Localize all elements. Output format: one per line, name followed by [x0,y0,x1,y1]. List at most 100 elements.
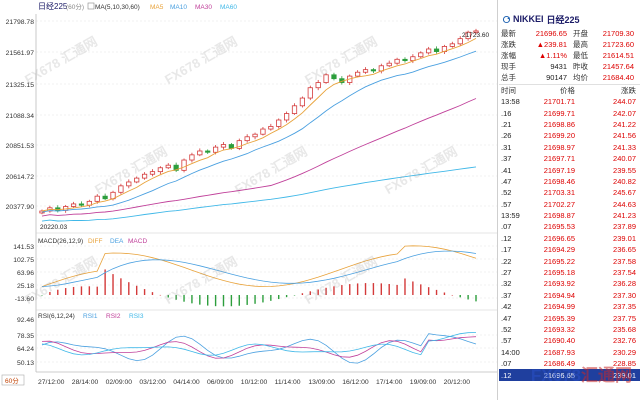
trade-row[interactable]: .47 21695.39 237.75 [499,312,640,323]
trade-time: .12 [501,233,512,243]
quote-row: 涨幅 ▲1.11% 最低 21614.51 [499,50,640,61]
candle [426,48,432,54]
candle [94,195,100,202]
macd-bar [128,282,130,295]
trade-row[interactable]: .12 21696.65 239.01 [499,233,640,244]
trade-row[interactable]: .26 21699.20 241.56 [499,130,640,141]
candle [205,150,211,153]
trade-change: 236.28 [613,279,636,289]
macd-bar [372,283,375,295]
trade-row[interactable]: .07 21686.49 228.85 [499,358,640,369]
trade-row[interactable]: 13:58 21701.71 244.07 [499,96,640,107]
trade-price: 21694.99 [543,302,575,312]
trade-row[interactable]: .57 21702.27 244.63 [499,199,640,210]
trade-price: 21696.65 [543,233,575,243]
x-ticks-group: 27/12:00 28/14:00 02/09:00 03/12:00 04/14:00… [38,379,470,386]
trade-row[interactable]: .17 21694.29 236.65 [499,244,640,255]
price-tick: 21088.34 [6,113,35,120]
candle [457,38,463,45]
macd-bar [333,286,335,295]
price-tick: 21798.78 [6,19,35,26]
x-tick: 11/14:00 [275,379,301,386]
macd-bar [135,285,138,295]
trade-row[interactable]: .07 21695.53 237.89 [499,221,640,232]
candle [402,58,408,62]
macd-bar [120,278,122,295]
trade-list[interactable]: 13:58 21701.71 244.07 .16 21699.71 242.07 .21 2… [499,96,640,381]
trade-row[interactable]: 14:00 21687.93 230.29 [499,347,640,358]
macd-bar [270,295,272,301]
macd-bar [159,294,162,296]
price-tick: 20851.53 [6,143,35,150]
trade-time: .17 [501,245,512,255]
trade-row[interactable]: .37 21694.94 237.30 [499,290,640,301]
macd-bar [301,293,304,295]
trade-row[interactable]: .16 21699.71 242.07 [499,107,640,118]
macd-bar [412,281,414,295]
candle [276,119,282,127]
trade-time: .21 [501,119,512,129]
candles-group [39,28,479,215]
trade-row[interactable]: .27 21695.18 237.54 [499,267,640,278]
trade-row[interactable]: .21 21698.86 241.22 [499,119,640,130]
candle [449,43,455,47]
x-tick: 03/12:00 [139,379,166,386]
trade-header-time: 时间 [501,86,516,95]
candle [473,30,479,33]
trade-price: 21695.39 [543,313,575,323]
quote-title: NIKKEI 日经225 [501,12,640,26]
trade-time: .26 [501,131,512,141]
ma-checkbox-icon[interactable] [87,2,95,10]
trade-row[interactable]: .52 21703.31 245.67 [499,187,640,198]
trade-price: 21698.97 [543,142,575,152]
quote-key: 均价 [573,73,588,82]
chart-svg[interactable]: 日经225 (60分) MA(5,10,30,60) MA5 MA10 MA30… [0,0,498,400]
candle [299,97,306,107]
trade-row[interactable]: .22 21695.22 237.58 [499,255,640,266]
trade-time: .37 [501,154,512,164]
trade-row[interactable]: .47 21698.46 240.82 [499,176,640,187]
macd-bar [151,292,154,295]
candle [165,164,171,169]
quote-key: 总手 [501,73,516,82]
quote-grid: 最新 21696.65 开盘 21709.30 涨跌 ▲239.81 最高 21723.60 涨… [499,28,640,83]
trade-header-change: 涨跌 [621,86,636,95]
macd-bar [325,287,327,295]
trade-row[interactable]: .52 21693.32 235.68 [499,324,640,335]
ma5-legend: MA5 [150,4,164,11]
macd-bar [80,286,83,295]
macd-bar [104,269,106,295]
macd-bar [451,294,454,296]
trade-time: 13:58 [501,97,520,107]
trade-row[interactable]: 13:59 21698.87 241.23 [499,210,640,221]
quote-value: 21457.64 [602,62,634,71]
period-select-button[interactable] [1,374,25,386]
x-tick: 28/14:00 [72,379,99,386]
candle [331,74,337,80]
candle [78,203,85,206]
trade-row[interactable]: .31 21698.97 241.33 [499,142,640,153]
trade-row[interactable]: .37 21697.71 240.07 [499,153,640,164]
candle [410,56,416,62]
trade-change: 241.22 [613,119,636,129]
candle [386,62,392,67]
trade-time: .52 [501,325,512,334]
rsi-lines-group [41,332,477,364]
trade-row[interactable]: .42 21694.99 237.35 [499,301,640,312]
macd-bar [41,295,43,296]
trade-time: .42 [501,302,512,312]
macd-label: MACD(26,12,9) [38,238,83,245]
trade-time: .52 [501,188,512,198]
refresh-icon[interactable] [501,14,511,24]
candle [181,159,187,171]
trade-row[interactable]: .12 21696.65 239.01 [499,369,640,381]
trade-row[interactable]: .32 21693.92 236.28 [499,278,640,289]
rsi-tick: 78.35 [17,333,34,340]
trade-row[interactable]: .57 21690.40 232.76 [499,335,640,346]
chart-area[interactable]: 日经225 (60分) MA(5,10,30,60) MA5 MA10 MA30… [0,0,498,400]
macd-tick: 141.53 [13,244,34,251]
trade-row[interactable]: .41 21697.19 239.55 [499,164,640,175]
trade-change: 228.85 [613,359,636,369]
rsi3-legend: RSI3 [129,313,144,320]
ma5-line [41,38,477,212]
